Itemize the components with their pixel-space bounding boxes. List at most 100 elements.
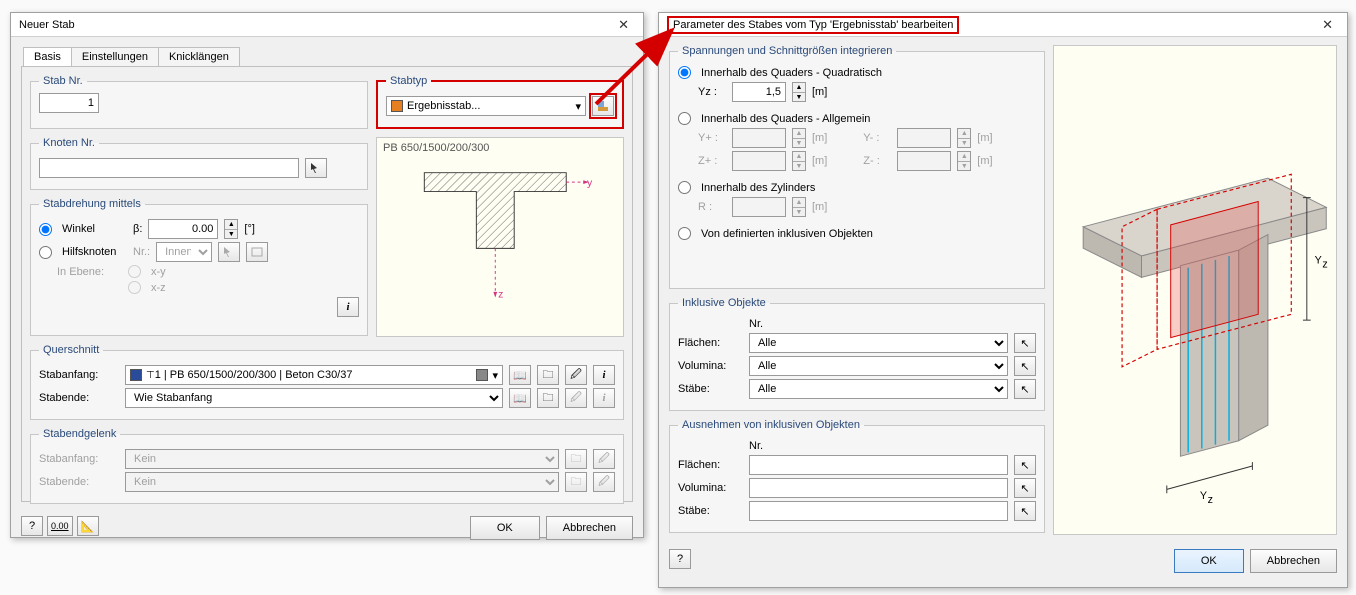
svg-text:z: z: [1322, 259, 1327, 271]
label-xz: x-z: [151, 282, 166, 294]
group-exclude: Ausnehmen von inklusiven Objekten Nr. Fl…: [669, 419, 1045, 533]
preview-label: PB 650/1500/200/300: [383, 142, 489, 154]
svg-text:Y: Y: [1315, 255, 1322, 267]
group-include: Inklusive Objekte Nr. Flächen:Alle↖ Volu…: [669, 297, 1045, 411]
qs-edit-button[interactable]: 🖉: [565, 365, 587, 385]
stabtyp-combo[interactable]: Ergebnisstab...: [407, 100, 575, 112]
cancel-button[interactable]: Abbrechen: [546, 516, 633, 540]
ym-input[interactable]: [897, 128, 951, 148]
group-stabtyp: Stabtyp Ergebnisstab... ▾: [376, 75, 624, 129]
qs-new-button-2[interactable]: 🗀: [537, 388, 559, 408]
radio-hilfsknoten[interactable]: [39, 246, 52, 259]
label-gelenk-ende: Stabende:: [39, 476, 119, 488]
qs-lib-button-2[interactable]: 📖: [509, 388, 531, 408]
pick-icon[interactable]: ↖: [1014, 455, 1036, 475]
label-winkel: Winkel: [62, 223, 127, 235]
radio-objects[interactable]: [678, 227, 691, 240]
legend-gelenk: Stabendgelenk: [39, 428, 120, 440]
pick-icon[interactable]: ↖: [1014, 356, 1036, 376]
radio-xz: [128, 281, 141, 294]
pick-icon[interactable]: ↖: [1014, 478, 1036, 498]
gelenk-new-button[interactable]: 🗀: [565, 449, 587, 469]
help-button[interactable]: ?: [21, 516, 43, 536]
unit-m: [m]: [812, 86, 827, 98]
include-flaechen[interactable]: Alle: [749, 333, 1008, 353]
hilfs-innen-combo[interactable]: Innen: [156, 242, 212, 262]
legend-knoten: Knoten Nr.: [39, 137, 99, 149]
titlebar-left: Neuer Stab ✕: [11, 13, 643, 37]
zp-input[interactable]: [732, 151, 786, 171]
group-integrate: Spannungen und Schnittgrößen integrieren…: [669, 45, 1045, 289]
dialog-new-member: Neuer Stab ✕ Basis Einstellungen Knicklä…: [10, 12, 644, 538]
tab-knicklaengen[interactable]: Knicklängen: [158, 47, 240, 66]
include-staebe[interactable]: Alle: [749, 379, 1008, 399]
qs-swatch: [130, 369, 142, 381]
qs-ende-combo[interactable]: Wie Stabanfang: [125, 388, 503, 408]
pick-node-button[interactable]: [305, 158, 327, 178]
gelenk-edit-button[interactable]: 🖉: [593, 449, 615, 469]
yp-input[interactable]: [732, 128, 786, 148]
legend-integrate: Spannungen und Schnittgrößen integrieren: [678, 45, 896, 57]
tabs: Basis Einstellungen Knicklängen: [23, 47, 633, 66]
radio-quadratic[interactable]: [678, 66, 691, 79]
stabtyp-edit-button[interactable]: [592, 96, 614, 116]
stabtyp-swatch: [391, 100, 403, 112]
label-stabanfang: Stabanfang:: [39, 369, 119, 381]
tab-basis[interactable]: Basis: [23, 47, 72, 66]
gelenk-edit-button-2[interactable]: 🖉: [593, 472, 615, 492]
close-icon[interactable]: ✕: [1316, 17, 1339, 33]
radio-allgemein[interactable]: [678, 112, 691, 125]
group-drehung: Stabdrehung mittels Winkel β: ▲▼ [°] Hil…: [30, 198, 368, 336]
qs-lib-button[interactable]: 📖: [509, 365, 531, 385]
new-button[interactable]: [246, 242, 268, 262]
pick-icon[interactable]: ↖: [1014, 379, 1036, 399]
chevron-down-icon[interactable]: ▾: [575, 100, 581, 113]
units-button[interactable]: 0.00: [47, 516, 73, 536]
ok-button[interactable]: OK: [1174, 549, 1244, 573]
knoten-input[interactable]: [39, 158, 299, 178]
qs-new-button[interactable]: 🗀: [537, 365, 559, 385]
title-left: Neuer Stab: [19, 19, 75, 31]
svg-text:z: z: [498, 290, 503, 301]
extra-button[interactable]: 📐: [77, 516, 99, 536]
qs-anfang-combo[interactable]: ⊤ 1 | PB 650/1500/200/300 | Beton C30/37…: [125, 365, 503, 385]
cancel-button[interactable]: Abbrechen: [1250, 549, 1337, 573]
help-button[interactable]: ?: [669, 549, 691, 569]
chevron-down-icon[interactable]: ▾: [492, 369, 498, 382]
gelenk-ende-combo[interactable]: Kein: [125, 472, 559, 492]
beta-input[interactable]: [148, 219, 218, 239]
svg-text:y: y: [587, 178, 593, 189]
zm-input[interactable]: [897, 151, 951, 171]
beta-unit: [°]: [244, 223, 255, 235]
preview-3d: Yz Yz: [1053, 45, 1337, 535]
include-volumina[interactable]: Alle: [749, 356, 1008, 376]
pick-button[interactable]: [218, 242, 240, 262]
group-knoten: Knoten Nr.: [30, 137, 368, 190]
ok-button[interactable]: OK: [470, 516, 540, 540]
excl-volumina[interactable]: [749, 478, 1008, 498]
radio-winkel[interactable]: [39, 223, 52, 236]
gelenk-anfang-combo[interactable]: Kein: [125, 449, 559, 469]
label-opt4: Von definierten inklusiven Objekten: [701, 228, 873, 240]
pick-icon[interactable]: ↖: [1014, 333, 1036, 353]
legend-stabtyp: Stabtyp: [386, 75, 431, 87]
legend-exclude: Ausnehmen von inklusiven Objekten: [678, 419, 864, 431]
footer-left: ? 0.00 📐 OK Abbrechen: [11, 510, 643, 548]
tab-einstellungen[interactable]: Einstellungen: [71, 47, 159, 66]
stab-nr-input[interactable]: [39, 93, 99, 113]
qs-info-button[interactable]: i: [593, 365, 615, 385]
close-icon[interactable]: ✕: [612, 17, 635, 33]
yz-stepper[interactable]: ▲▼: [792, 82, 806, 102]
excl-flaechen[interactable]: [749, 455, 1008, 475]
r-input[interactable]: [732, 197, 786, 217]
info-button[interactable]: i: [337, 297, 359, 317]
pick-icon[interactable]: ↖: [1014, 501, 1036, 521]
qs-info-button-2[interactable]: i: [593, 388, 615, 408]
gelenk-new-button-2[interactable]: 🗀: [565, 472, 587, 492]
yz-input[interactable]: [732, 82, 786, 102]
excl-staebe[interactable]: [749, 501, 1008, 521]
beta-stepper[interactable]: ▲▼: [224, 219, 238, 239]
label-gelenk-anfang: Stabanfang:: [39, 453, 119, 465]
qs-edit-button-2[interactable]: 🖉: [565, 388, 587, 408]
radio-zylinder[interactable]: [678, 181, 691, 194]
